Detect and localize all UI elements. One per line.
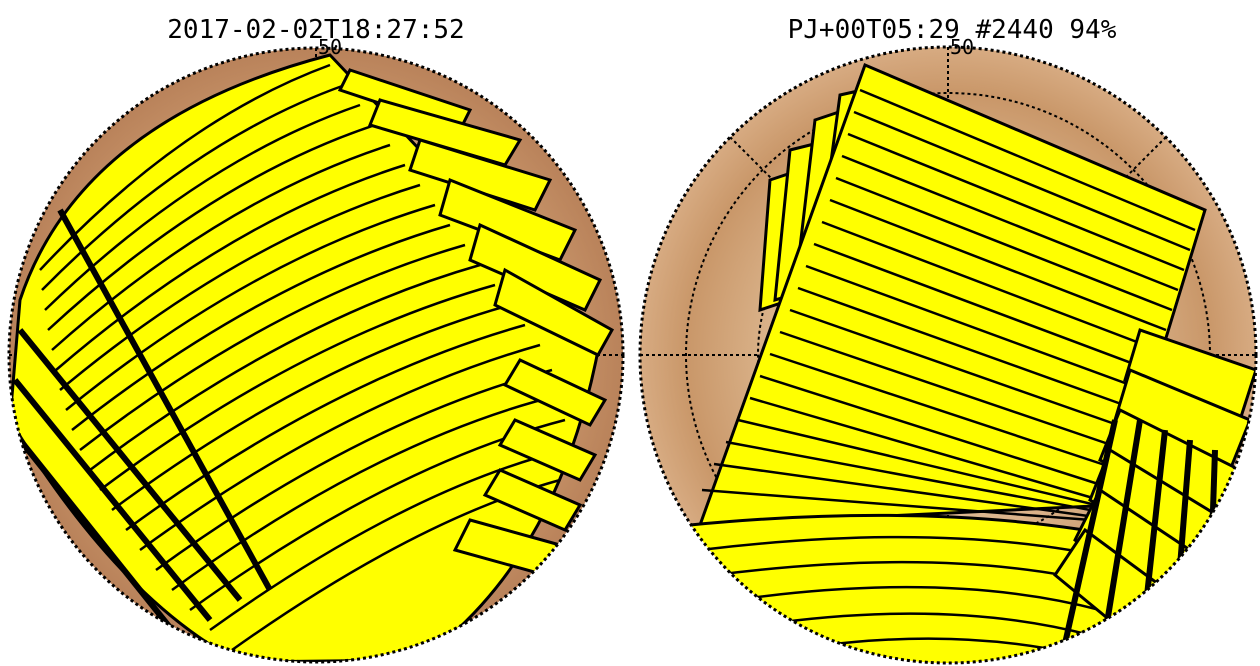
right-footprints bbox=[640, 47, 1256, 663]
right-swath-stripes bbox=[701, 88, 1196, 524]
right-limb bbox=[638, 45, 1258, 665]
left-panel: 2017-02-02T18:27:52 bbox=[7, 15, 625, 664]
left-limb bbox=[7, 46, 625, 664]
right-latitude-label: 50 bbox=[950, 35, 974, 59]
right-panel-title: PJ+00T05:29 #2440 94% bbox=[788, 15, 1117, 45]
left-swath-arcs bbox=[39, 63, 566, 652]
left-panel-title: 2017-02-02T18:27:52 bbox=[167, 15, 464, 45]
left-footprints bbox=[9, 48, 623, 662]
left-latitude-label: 50 bbox=[318, 35, 342, 59]
right-panel: PJ+00T05:29 #2440 94% bbox=[638, 15, 1258, 665]
